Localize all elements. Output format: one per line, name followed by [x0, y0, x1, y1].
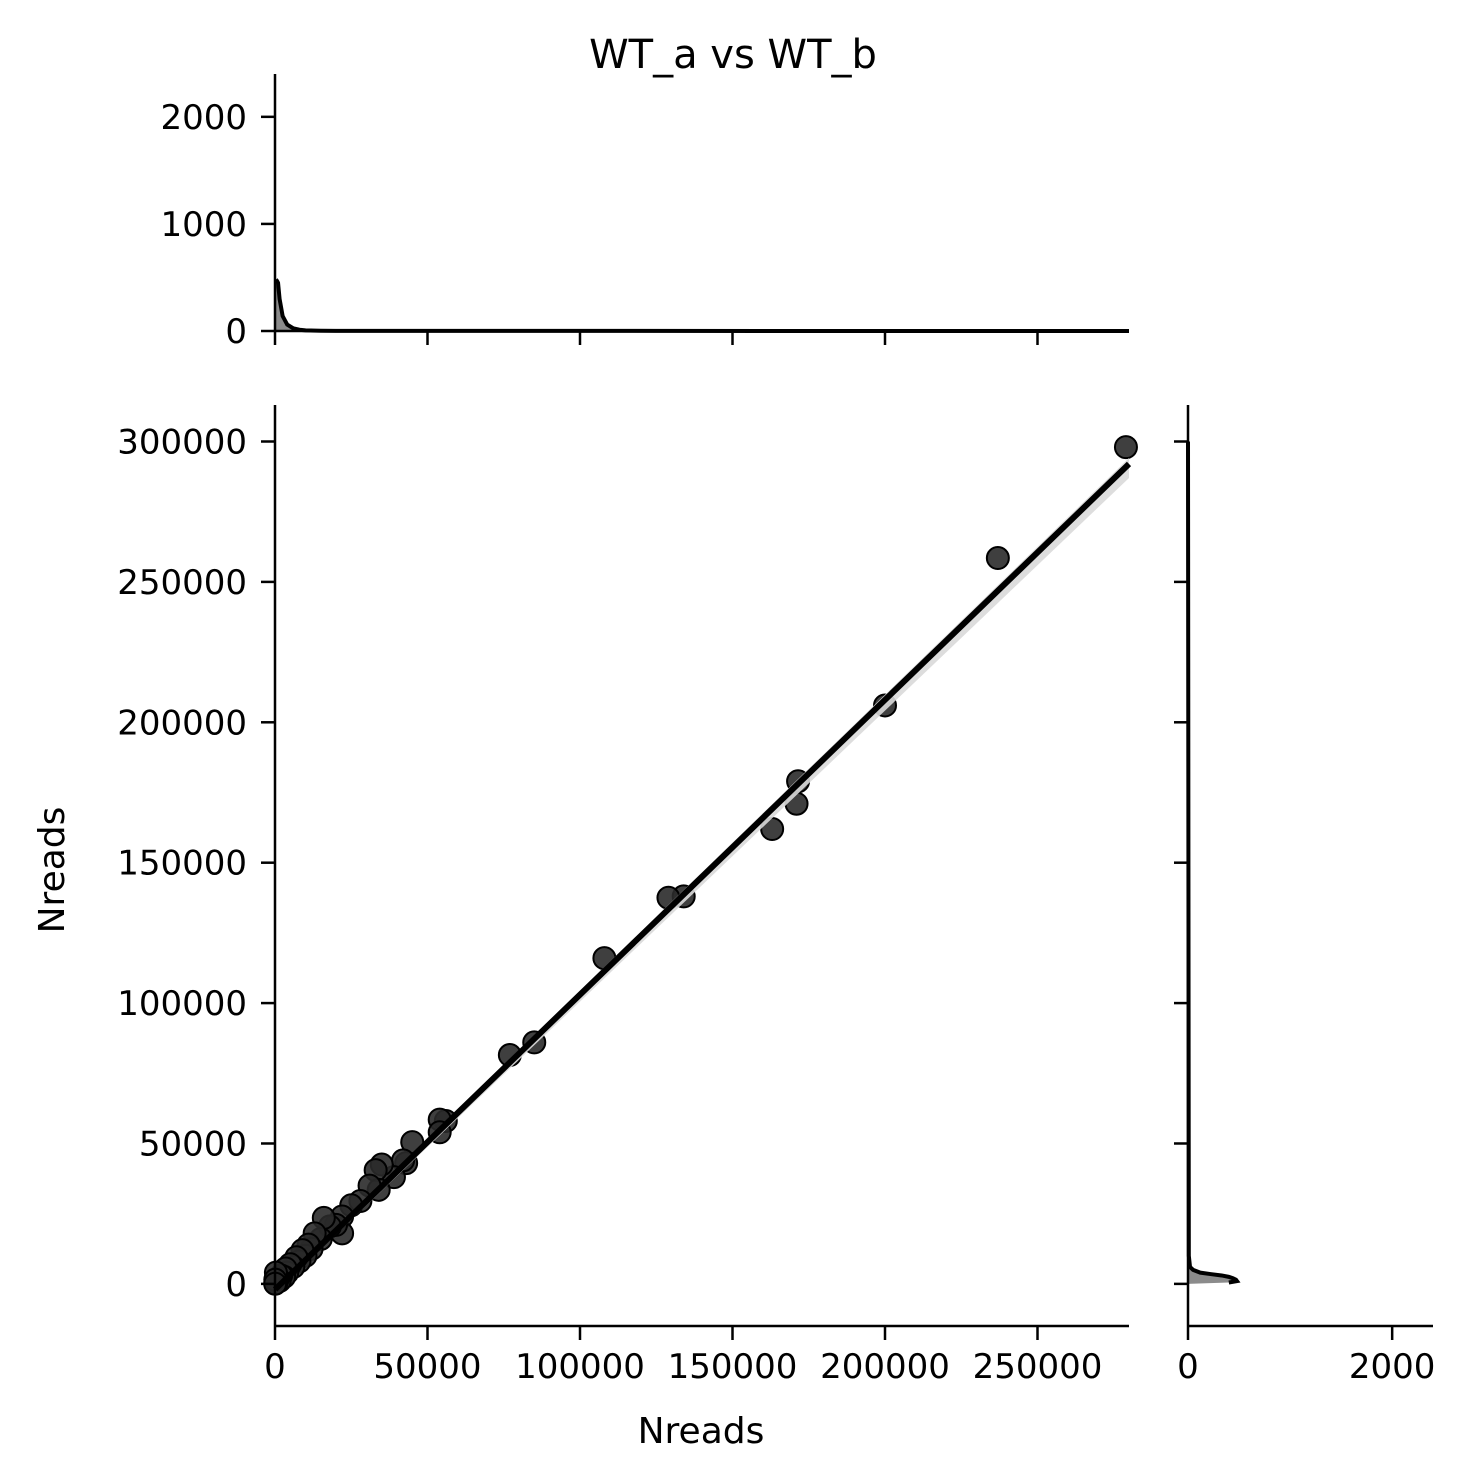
main-ticks: 0 50000 100000 150000 200000 250000 0 50000 1000… — [117, 423, 1102, 1387]
right-marginal-ticks: 0 2000 — [1174, 440, 1436, 1387]
y-axis-label: Nreads — [32, 807, 73, 934]
right-marginal-axes: 0 2000 — [1174, 405, 1435, 1387]
top-density-curve — [274, 278, 1130, 333]
right-marginal-density — [1186, 441, 1241, 1285]
y-tick-label: 100000 — [117, 984, 247, 1024]
x-tick-label: 50000 — [373, 1347, 481, 1387]
top-density-fill — [275, 261, 1129, 331]
regression-line — [272, 461, 1132, 1292]
y-tick-label: 200000 — [117, 703, 247, 743]
chart-title: WT_a vs WT_b — [589, 32, 877, 78]
x-tick-label: 250000 — [973, 1347, 1103, 1387]
x-tick-label: 100000 — [515, 1347, 645, 1387]
main-axes: 0 50000 100000 150000 200000 250000 0 50000 1000… — [32, 405, 1138, 1452]
x-axis-label: Nreads — [638, 1411, 765, 1452]
top-marginal-axes: 0 1000 2000 — [160, 74, 1130, 352]
right-density-curve — [1186, 441, 1241, 1285]
top-y-tick-label: 2000 — [160, 98, 247, 138]
right-density-fill — [1188, 441, 1237, 1284]
top-marginal-density — [274, 261, 1130, 333]
scatter-points — [263, 435, 1138, 1296]
top-y-tick-label: 1000 — [160, 205, 247, 245]
top-marginal-ticks: 0 1000 2000 — [160, 98, 1039, 352]
y-tick-label: 300000 — [117, 423, 247, 463]
data-point — [985, 546, 1010, 571]
top-y-tick-label: 0 — [225, 312, 247, 352]
x-tick-label: 0 — [264, 1347, 286, 1387]
y-tick-label: 150000 — [117, 844, 247, 884]
y-tick-label: 50000 — [139, 1124, 247, 1164]
regression-group — [272, 457, 1132, 1293]
x-tick-label: 150000 — [668, 1347, 798, 1387]
right-x-tick-label: 2000 — [1349, 1347, 1436, 1387]
data-point — [1113, 435, 1138, 460]
right-x-tick-label: 0 — [1177, 1347, 1199, 1387]
y-tick-label: 0 — [225, 1265, 247, 1305]
y-tick-label: 250000 — [117, 563, 247, 603]
x-tick-label: 200000 — [820, 1347, 950, 1387]
